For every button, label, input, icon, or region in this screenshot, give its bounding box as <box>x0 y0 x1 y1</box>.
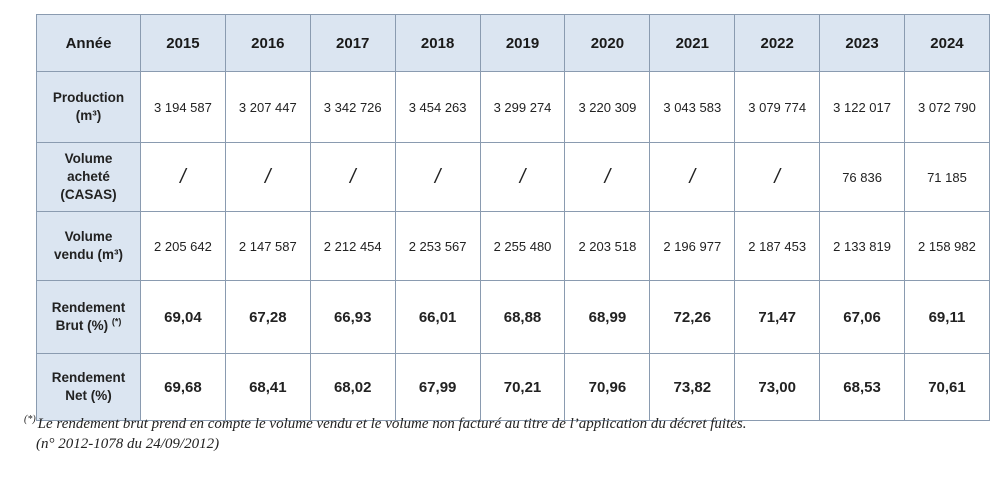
label-line: Volume <box>64 151 113 166</box>
table-cell: 72,26 <box>649 280 736 354</box>
year-header: 2019 <box>479 14 566 72</box>
table-cell: 66,01 <box>394 280 481 354</box>
table-cell: 68,41 <box>224 353 311 421</box>
table-cell: 2 158 982 <box>904 211 990 281</box>
row-label-purchased: Volume acheté (CASAS) <box>36 142 141 212</box>
table-cell: 68,53 <box>819 353 906 421</box>
footnote-marker: (*) <box>24 414 36 425</box>
footnote-marker: (*) <box>111 316 122 327</box>
table-cell: 2 255 480 <box>479 211 566 281</box>
table-cell: 76 836 <box>819 142 906 212</box>
row-label-sold: Volume vendu (m³) <box>36 211 141 281</box>
table-cell: 70,96 <box>564 353 651 421</box>
label-line: Rendement <box>51 300 126 315</box>
footnote: (*) Le rendement brut prend en compte le … <box>24 414 984 454</box>
year-header: 2023 <box>819 14 906 72</box>
sold-row: Volume vendu (m³) 2 205 642 2 147 587 2 … <box>36 211 990 281</box>
table-cell: 2 147 587 <box>224 211 311 281</box>
year-header: 2017 <box>309 14 396 72</box>
year-header: 2022 <box>734 14 821 72</box>
label-line: Rendement <box>51 370 126 385</box>
footnote-text: Le rendement brut prend en compte le vol… <box>37 416 747 432</box>
table-cell: 69,68 <box>140 353 226 421</box>
table-cell: / <box>394 142 481 212</box>
table-cell: 66,93 <box>309 280 396 354</box>
table-cell: 67,28 <box>224 280 311 354</box>
table-cell: 2 187 453 <box>734 211 821 281</box>
table-cell: 70,21 <box>479 353 566 421</box>
footnote-reference: (n° 2012-1078 du 24/09/2012) <box>36 436 220 452</box>
table-cell: 2 212 454 <box>309 211 396 281</box>
table-cell: 69,11 <box>904 280 990 354</box>
label-line: acheté <box>67 169 110 184</box>
table-cell: 73,82 <box>649 353 736 421</box>
table-cell: 3 122 017 <box>819 71 906 143</box>
table-cell: 68,99 <box>564 280 651 354</box>
table-cell: 2 133 819 <box>819 211 906 281</box>
table-cell: / <box>564 142 651 212</box>
table-cell: 71 185 <box>904 142 990 212</box>
year-header: 2015 <box>140 14 226 72</box>
table-cell: / <box>479 142 566 212</box>
table-cell: / <box>140 142 226 212</box>
label-line: (CASAS) <box>60 187 117 202</box>
label-line: Net (%) <box>65 388 112 403</box>
table-cell: 73,00 <box>734 353 821 421</box>
table-cell: 3 220 309 <box>564 71 651 143</box>
label-line: (m³) <box>75 108 102 123</box>
year-header: 2021 <box>649 14 736 72</box>
label-line: Volume <box>64 229 113 244</box>
row-label-production: Production (m³) <box>36 71 141 143</box>
net-yield-row: Rendement Net (%) 69,68 68,41 68,02 67,9… <box>36 353 990 421</box>
table-cell: 70,61 <box>904 353 990 421</box>
year-header: 2020 <box>564 14 651 72</box>
table-cell: 3 043 583 <box>649 71 736 143</box>
year-header: 2018 <box>394 14 481 72</box>
table-cell: 2 196 977 <box>649 211 736 281</box>
table-cell: 3 207 447 <box>224 71 311 143</box>
label-line: Brut (%) <box>55 318 109 333</box>
table-cell: 3 454 263 <box>394 71 481 143</box>
table-cell: 3 299 274 <box>479 71 566 143</box>
header-label: Année <box>36 14 141 72</box>
year-header: 2024 <box>904 14 990 72</box>
table-cell: / <box>649 142 736 212</box>
purchased-row: Volume acheté (CASAS) / / / / / / / / 76… <box>36 142 990 212</box>
table-cell: 68,88 <box>479 280 566 354</box>
table-cell: 3 342 726 <box>309 71 396 143</box>
row-label-net-yield: Rendement Net (%) <box>36 353 141 421</box>
table-cell: 69,04 <box>140 280 226 354</box>
table-cell: 68,02 <box>309 353 396 421</box>
table-cell: 3 194 587 <box>140 71 226 143</box>
table-cell: 2 253 567 <box>394 211 481 281</box>
label-line: vendu (m³) <box>54 247 123 262</box>
table-cell: 3 072 790 <box>904 71 990 143</box>
year-header: 2016 <box>224 14 311 72</box>
table-cell: 67,06 <box>819 280 906 354</box>
header-row: Année 2015 2016 2017 2018 2019 2020 2021… <box>36 14 990 72</box>
table-cell: / <box>734 142 821 212</box>
table-cell: 2 205 642 <box>140 211 226 281</box>
production-row: Production (m³) 3 194 587 3 207 447 3 34… <box>36 71 990 143</box>
table-cell: 67,99 <box>394 353 481 421</box>
gross-yield-row: Rendement Brut (%) (*) 69,04 67,28 66,93… <box>36 280 990 354</box>
label-line: Production <box>52 90 125 105</box>
table-cell: 71,47 <box>734 280 821 354</box>
water-yield-table: Année 2015 2016 2017 2018 2019 2020 2021… <box>36 14 990 421</box>
table-cell: 2 203 518 <box>564 211 651 281</box>
table-cell: / <box>309 142 396 212</box>
table-cell: 3 079 774 <box>734 71 821 143</box>
table-cell: / <box>224 142 311 212</box>
row-label-gross-yield: Rendement Brut (%) (*) <box>36 280 141 354</box>
